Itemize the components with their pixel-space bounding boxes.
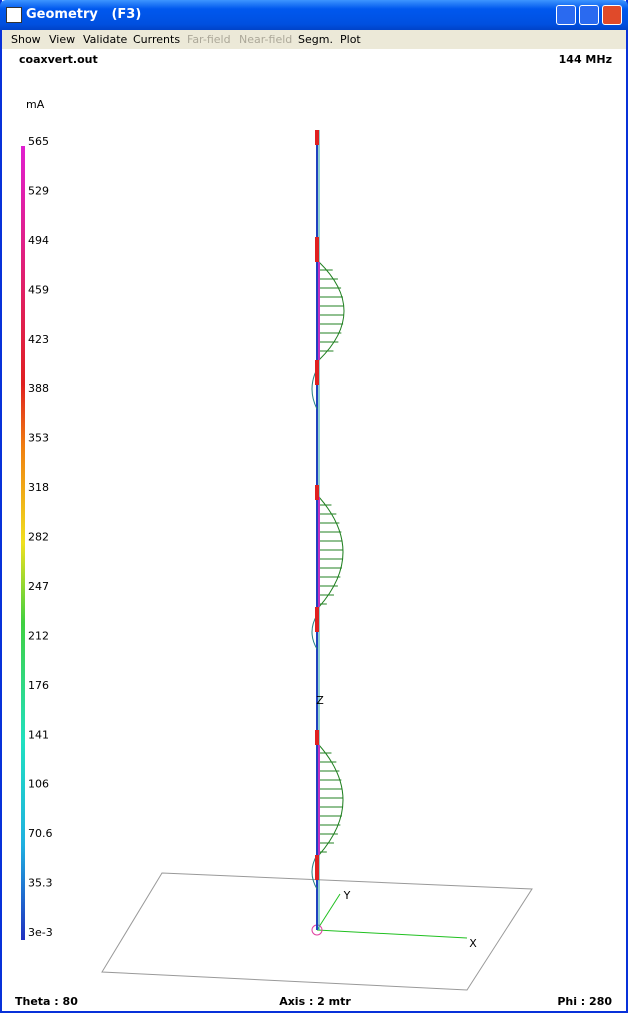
scale-label: 494 [28,234,49,247]
phi: Phi : 280 [557,995,612,1008]
minimize-button[interactable] [556,5,576,25]
x-label: X [469,937,477,950]
geometry-canvas: coaxvert.out 144 MHz mA Z Y X Theta : 80… [15,53,612,1008]
y-axis [316,893,341,931]
current-lobe [318,261,345,361]
close-button[interactable] [602,5,622,25]
window-title: Geometry (F3) [26,7,142,22]
menu-item[interactable]: View [49,33,76,46]
scale-label: 176 [28,679,49,692]
scale-label: 35.3 [28,877,53,890]
x-axis [316,929,468,939]
menu-item[interactable]: Plot [340,33,361,46]
menu-item[interactable]: Far-field [187,33,231,46]
scale-label: 282 [28,531,49,544]
scale-label: 212 [28,629,49,642]
file-name: coaxvert.out [19,53,98,66]
menu-item[interactable]: Show [11,33,41,46]
scale-label: 247 [28,580,49,593]
menu-item[interactable]: Validate [83,33,128,46]
ground-plane [101,872,533,991]
menu-item[interactable]: Segm. [298,33,333,46]
menu-item[interactable]: Near-field [239,33,293,46]
y-label: Y [343,889,351,902]
frequency: 144 MHz [559,53,612,66]
axis-scale: Axis : 2 mtr [279,995,351,1008]
scale-label: 565 [28,135,49,148]
scale-label: 318 [28,481,49,494]
scale-label: 388 [28,382,49,395]
scale-label: 70.6 [28,827,53,840]
menu-bar: Show View Validate Currents Far-field Near-fi… [2,30,626,49]
menu-item[interactable]: Currents [133,33,181,46]
scale-label: 353 [28,432,49,445]
scale-label: 423 [28,333,49,346]
scale-label: 3e-3 [28,926,53,939]
scale-label: 459 [28,283,49,296]
scale-label: 529 [28,184,49,197]
scale-label: 106 [28,778,49,791]
color-scale [21,146,25,940]
theta: Theta : 80 [15,995,78,1008]
maximize-button[interactable] [579,5,599,25]
z-label: Z [316,694,324,707]
scale-unit: mA [26,98,45,111]
title-bar: Geometry (F3) [0,0,628,30]
app-icon [6,7,22,23]
scale-label: 141 [28,728,49,741]
